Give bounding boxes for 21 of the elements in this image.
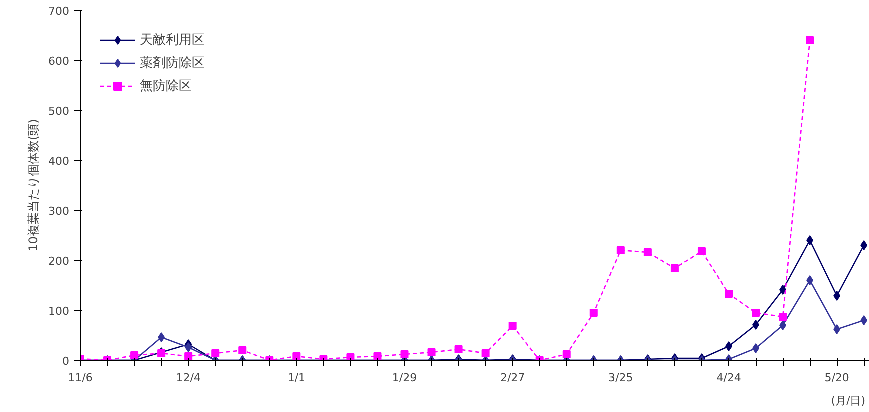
x-axis-title: (月/日) xyxy=(831,394,866,408)
x-tick-label: 2/27 xyxy=(500,372,526,384)
legend-label: 天敵利用区 xyxy=(140,32,205,49)
y-tick-label: 100 xyxy=(48,305,70,318)
y-tick-label: 300 xyxy=(48,205,70,218)
x-tick-label: 1/1 xyxy=(288,372,306,384)
y-axis-title: 10複葉当たり個体数(頭) xyxy=(26,119,41,252)
legend-label: 無防除区 xyxy=(140,78,192,95)
y-tick-label: 400 xyxy=(48,155,70,168)
legend-label: 薬剤防除区 xyxy=(140,55,205,72)
x-tick-label: 5/20 xyxy=(824,372,850,384)
x-tick-label: 12/4 xyxy=(176,372,201,384)
y-tick-label: 700 xyxy=(48,5,70,18)
x-tick-label: 4/24 xyxy=(716,372,742,384)
y-tick-label: 600 xyxy=(48,55,70,68)
x-tick-label: 3/25 xyxy=(608,372,634,384)
x-tick-label: 11/6 xyxy=(68,372,93,384)
x-tick-label: 1/29 xyxy=(392,372,418,384)
y-tick-label: 200 xyxy=(48,255,70,268)
y-tick-label: 500 xyxy=(48,105,70,118)
y-tick-label: 0 xyxy=(62,355,70,368)
